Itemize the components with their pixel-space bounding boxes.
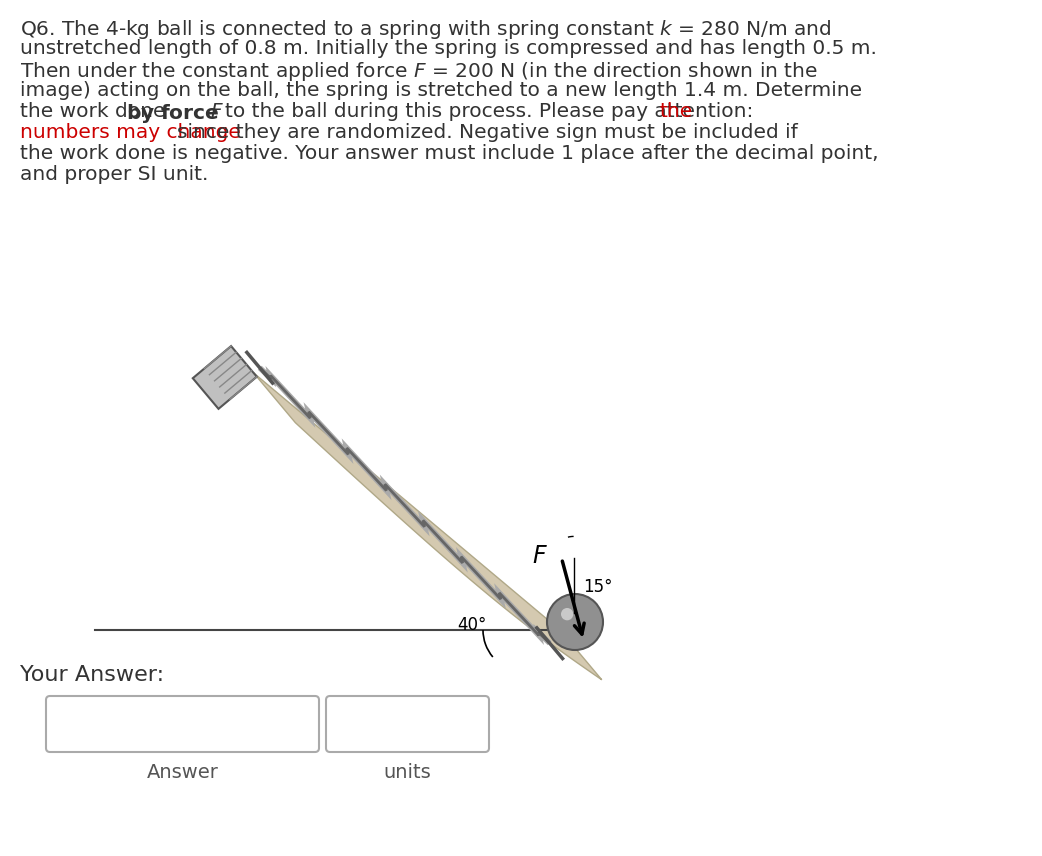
Text: numbers may change: numbers may change [20,123,241,142]
Text: the: the [660,102,693,121]
Text: to the ball during this process. Please pay attention:: to the ball during this process. Please … [225,102,753,121]
Text: Q6. The 4-kg ball is connected to a spring with spring constant $k$ = 280 N/m an: Q6. The 4-kg ball is connected to a spri… [20,18,832,41]
Polygon shape [193,346,256,409]
Text: Then under the constant applied force $F$ = 200 N (in the direction shown in the: Then under the constant applied force $F… [20,60,818,83]
Circle shape [547,594,603,650]
Text: unstretched length of 0.8 m. Initially the spring is compressed and has length 0: unstretched length of 0.8 m. Initially t… [20,39,877,58]
Text: image) acting on the ball, the spring is stretched to a new length 1.4 m. Determ: image) acting on the ball, the spring is… [20,81,862,100]
Text: $\mathbf{\mathit{F}}$: $\mathbf{\mathit{F}}$ [210,102,224,121]
Text: the work done is negative. Your answer must include 1 place after the decimal po: the work done is negative. Your answer m… [20,144,878,163]
Text: units: units [383,763,431,782]
Text: the work done: the work done [20,102,172,121]
FancyBboxPatch shape [46,696,319,752]
FancyBboxPatch shape [326,696,489,752]
Text: Your Answer:: Your Answer: [20,665,165,685]
Polygon shape [253,373,602,680]
Text: Answer: Answer [147,763,219,782]
Text: 15°: 15° [584,579,613,597]
Text: $F$: $F$ [531,544,547,568]
Text: $\mathbf{by\ force}$: $\mathbf{by\ force}$ [126,102,219,125]
Text: since they are randomized. Negative sign must be included if: since they are randomized. Negative sign… [177,123,798,142]
Circle shape [561,608,573,621]
Text: and proper SI unit.: and proper SI unit. [20,165,208,184]
Text: 40°: 40° [457,616,487,634]
